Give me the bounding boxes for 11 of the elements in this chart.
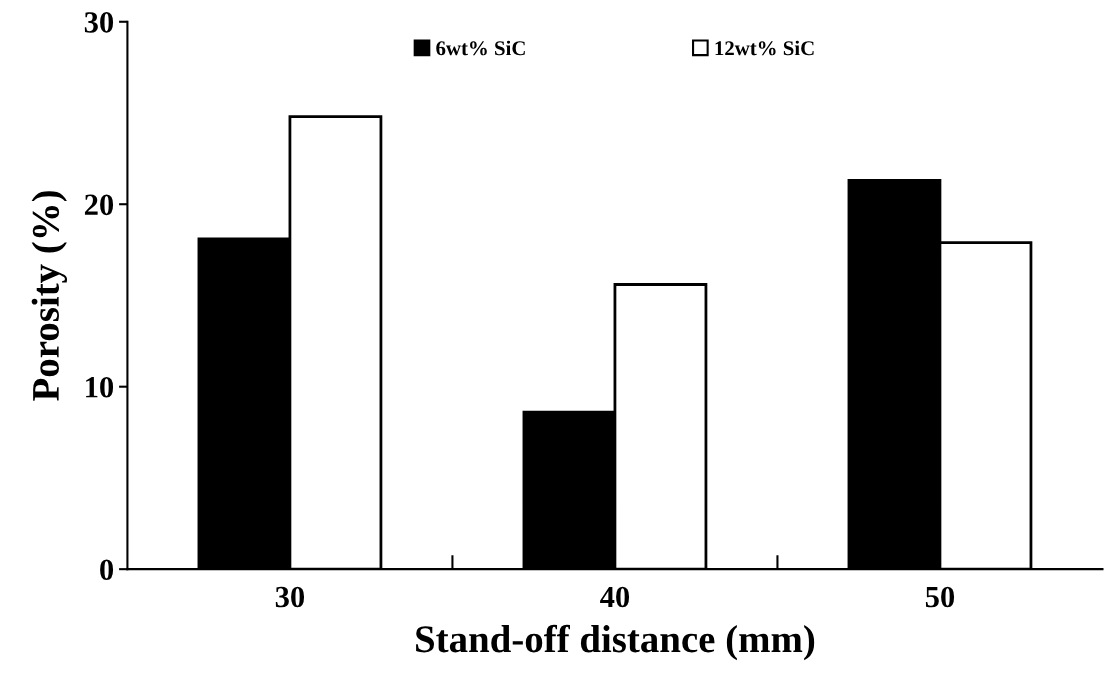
y-tick-label: 0 bbox=[100, 559, 114, 581]
x-axis-title: Stand-off distance (mm) bbox=[416, 624, 815, 661]
y-tick-label: 30 bbox=[84, 12, 114, 33]
legend-label: 6wt% SiC bbox=[436, 40, 525, 56]
legend-label: 12wt% SiC bbox=[715, 40, 814, 56]
y-axis-title: Porosity (%) bbox=[31, 191, 67, 401]
x-tick-label: 40 bbox=[600, 586, 630, 608]
x-tick-label: 50 bbox=[925, 586, 955, 608]
y-tick-label: 20 bbox=[84, 194, 114, 216]
y-tick-label: 10 bbox=[86, 376, 114, 398]
x-tick-label: 30 bbox=[275, 586, 305, 608]
